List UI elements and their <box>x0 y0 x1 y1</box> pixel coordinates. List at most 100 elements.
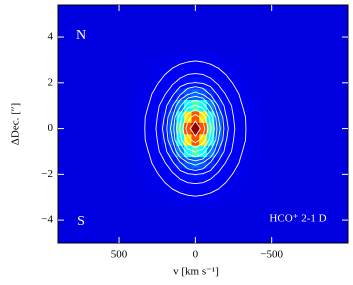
heatmap-cell <box>145 111 154 124</box>
heatmap-cell <box>138 180 147 192</box>
heatmap-cell <box>222 65 231 78</box>
heatmap-cell <box>176 122 185 135</box>
heatmap-cell <box>176 134 185 147</box>
heatmap-cell <box>168 88 177 101</box>
heatmap-cell <box>252 191 261 204</box>
heatmap-cell <box>191 88 200 101</box>
heatmap-cell <box>244 180 254 192</box>
y-tick-label: 4 <box>48 31 54 43</box>
contour-line <box>179 104 212 153</box>
heatmap-cell <box>183 191 192 204</box>
heatmap-cell <box>191 111 200 124</box>
heatmap-cell <box>176 65 185 78</box>
heatmap-cell <box>153 99 162 112</box>
heatmap-cell <box>252 168 261 181</box>
heatmap-cell <box>237 191 246 204</box>
heatmap-cell <box>244 77 254 89</box>
heatmap-cell <box>206 168 215 181</box>
heatmap-cell <box>214 168 223 181</box>
heatmap-cell <box>176 157 185 170</box>
y-tick-label: −4 <box>41 214 53 226</box>
heatmap-cell <box>183 65 192 78</box>
heatmap-cell <box>138 77 147 89</box>
heatmap-cell <box>206 65 215 78</box>
plot-frame <box>57 4 349 244</box>
heatmap-cell <box>214 88 223 101</box>
heatmap-cell <box>252 111 261 124</box>
heatmap-cell <box>252 145 261 158</box>
heatmap-cell <box>244 54 254 67</box>
heatmap-cell <box>252 134 261 147</box>
heatmap-cell <box>145 77 154 89</box>
heatmap-cell <box>161 77 170 89</box>
heatmap-cell <box>145 191 154 204</box>
heatmap-cell <box>199 180 208 192</box>
heatmap-cell <box>176 54 185 67</box>
heatmap-cell <box>153 54 162 67</box>
heatmap-cell <box>214 122 223 135</box>
heatmap-cell <box>138 99 147 112</box>
heatmap-cell <box>244 99 254 112</box>
heatmap-cell <box>138 191 147 204</box>
heatmap-cell <box>145 134 154 147</box>
heatmap-cell <box>237 122 246 135</box>
heatmap-cell <box>206 191 215 204</box>
heatmap-cell <box>176 180 185 192</box>
heatmap-cell <box>229 54 238 67</box>
x-tick-label: 500 <box>111 249 128 261</box>
heatmap-cell <box>153 122 162 135</box>
heatmap-cell <box>138 111 147 124</box>
heatmap-cell <box>168 77 177 89</box>
y-tick-label: −2 <box>41 168 53 180</box>
heatmap-cell <box>252 54 261 67</box>
heatmap-cell <box>229 65 238 78</box>
heatmap-cell <box>199 54 208 67</box>
heatmap-cell <box>237 180 246 192</box>
heatmap-cell <box>206 157 215 170</box>
heatmap-cell <box>199 65 208 78</box>
heatmap-cell <box>237 134 246 147</box>
heatmap-cell <box>222 88 231 101</box>
heatmap-cell <box>161 180 170 192</box>
heatmap-cell <box>206 180 215 192</box>
heatmap-cell <box>161 111 170 124</box>
heatmap-cell <box>252 157 261 170</box>
heatmap-cell <box>153 88 162 101</box>
x-tick-label: −500 <box>260 249 283 261</box>
heatmap-cell <box>229 88 238 101</box>
heatmap-cell <box>138 65 147 78</box>
heatmap-cell <box>176 77 185 89</box>
heatmap-cell <box>138 168 147 181</box>
heatmap-cell <box>222 191 231 204</box>
heatmap-cell <box>168 168 177 181</box>
heatmap-cell <box>237 168 246 181</box>
heatmap-cell <box>153 65 162 78</box>
heatmap-cell <box>199 77 208 89</box>
heatmap-cell <box>214 77 223 89</box>
heatmap-cell <box>176 145 185 158</box>
heatmap-cell <box>145 168 154 181</box>
heatmap-cell <box>138 145 147 158</box>
heatmap-cell <box>130 77 139 89</box>
heatmap-cell <box>168 122 177 135</box>
heatmap-cell <box>244 122 254 135</box>
heatmap-cell <box>176 168 185 181</box>
heatmap-cell <box>214 157 223 170</box>
heatmap-cell <box>222 99 231 112</box>
contour-line <box>162 81 229 176</box>
heatmap-cell <box>252 99 261 112</box>
contour-line <box>185 114 206 144</box>
heatmap-cell <box>130 134 139 147</box>
heatmap-cell <box>229 122 238 135</box>
heatmap-cell <box>145 88 154 101</box>
heatmap-cell <box>229 145 238 158</box>
heatmap-cell <box>229 168 238 181</box>
heatmap-cell <box>153 157 162 170</box>
heatmap-cell <box>130 157 139 170</box>
heatmap-cell <box>183 145 192 158</box>
heatmap-cell <box>153 168 162 181</box>
heatmap-cell <box>222 122 231 135</box>
heatmap-cell <box>237 145 246 158</box>
